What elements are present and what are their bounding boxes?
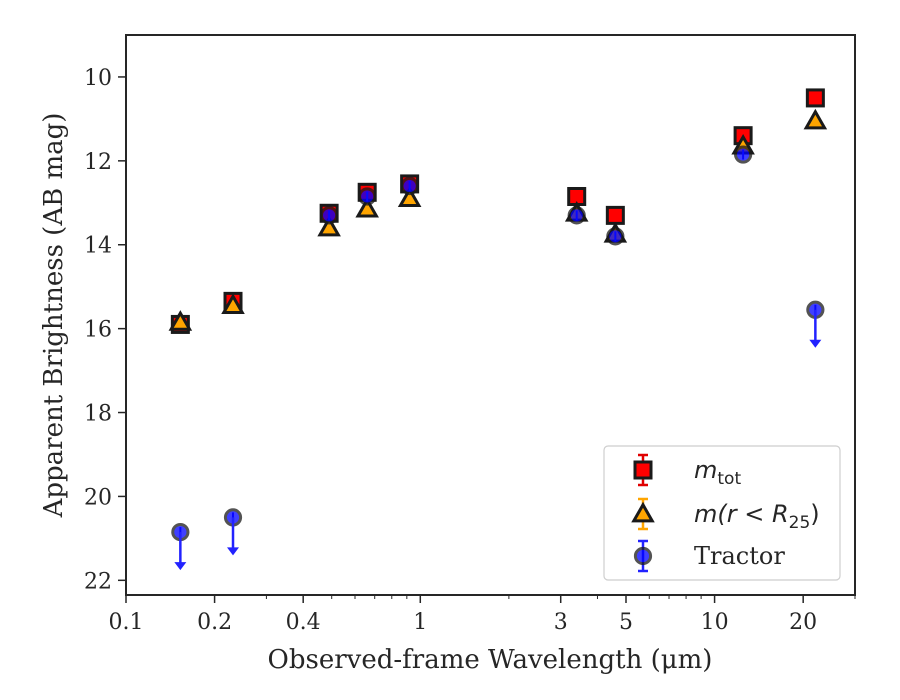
square-marker	[805, 88, 825, 108]
y-tick-label: 14	[84, 234, 112, 259]
y-tick-label: 16	[84, 318, 112, 343]
triangle-marker	[355, 196, 379, 218]
square-marker	[605, 205, 625, 225]
upper-limit-arrowhead	[227, 547, 240, 556]
triangle-marker	[221, 293, 245, 314]
y-tick-label: 18	[84, 402, 112, 427]
plot-border	[125, 34, 856, 596]
circle-marker	[358, 187, 377, 206]
y-tick-label: 20	[84, 485, 112, 510]
x-tick-label: 0.2	[197, 610, 232, 635]
legend: mtot m(r < R25) Tractor	[603, 445, 841, 581]
upper-limit-arrowhead	[174, 562, 187, 571]
x-tick-label: 20	[789, 610, 817, 635]
x-tick-label: 5	[619, 610, 633, 635]
plot-area	[125, 34, 856, 596]
y-tick-label: 10	[84, 66, 112, 91]
x-tick-label: 3	[554, 610, 568, 635]
circle-marker	[734, 145, 753, 164]
y-axis: 10 12 14 16 18 20 22	[84, 66, 126, 594]
triangle-marker	[397, 186, 422, 207]
circle-marker	[400, 176, 419, 196]
x-tick-label: 10	[701, 610, 729, 635]
x-axis: 0.1 0.2 0.4 1 3 5 10 20	[109, 595, 856, 635]
legend-circle-marker	[633, 546, 653, 566]
legend-label: mtot	[694, 456, 741, 489]
circle-marker	[567, 206, 586, 225]
triangle-marker	[317, 215, 341, 237]
x-tick-label: 0.1	[109, 610, 144, 635]
triangle-marker	[168, 310, 193, 331]
y-tick-label: 12	[84, 150, 112, 175]
triangle-marker	[803, 108, 828, 130]
legend-square-marker	[633, 460, 653, 480]
legend-triangle-marker	[631, 501, 655, 523]
circle-marker	[320, 206, 339, 225]
upper-limit-arrowhead	[809, 339, 822, 348]
legend-label: Tractor	[694, 542, 785, 570]
x-tick-label: 0.4	[286, 610, 321, 635]
x-axis-label: Observed-frame Wavelength (μm)	[268, 645, 713, 675]
x-tick-label: 1	[413, 610, 427, 635]
y-tick-label: 22	[84, 569, 112, 594]
legend-label: m(r < R25)	[694, 500, 820, 533]
circle-marker	[606, 227, 625, 246]
y-axis-label: Apparent Brightness (AB mag)	[39, 113, 69, 519]
legend-box	[603, 445, 841, 581]
data-marks	[168, 88, 828, 571]
